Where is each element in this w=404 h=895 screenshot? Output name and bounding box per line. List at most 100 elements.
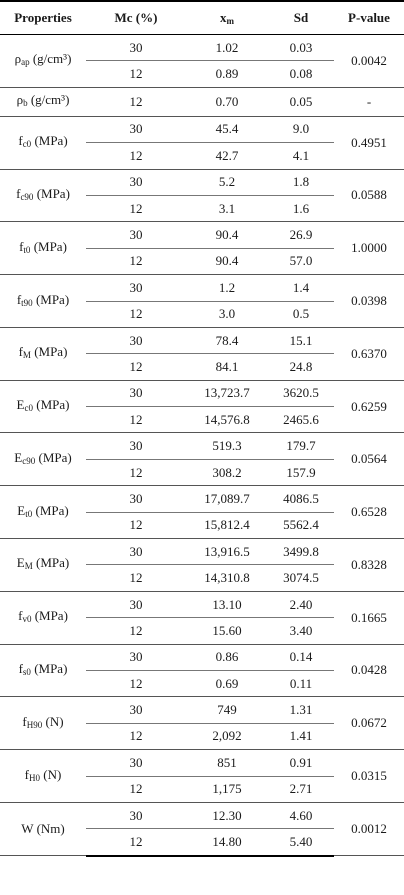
property-cell: fc0 (MPa) <box>0 116 86 170</box>
mean-cell: 17,089.7 <box>186 485 268 513</box>
table-row: fc0 (MPa) 30 45.4 9.0 0.4951 <box>0 116 404 170</box>
mean-cell: 5.2 <box>186 169 268 196</box>
property-cell: Ec90 (MPa) <box>0 432 86 487</box>
sd-cell: 24.8 <box>268 353 334 381</box>
mc-cell: 30 <box>86 802 186 830</box>
header-row: Properties Mc (%) xm Sd P-value <box>0 0 404 35</box>
mean-cell: 14,576.8 <box>186 406 268 434</box>
table-row: Ec90 (MPa) 30 519.3 179.7 0.0564 <box>0 432 404 487</box>
sd-cell: 5562.4 <box>268 512 334 540</box>
mean-cell: 13.10 <box>186 591 268 619</box>
sd-cell: 2.40 <box>268 591 334 619</box>
mean-cell: 308.2 <box>186 459 268 487</box>
mean-cell: 14,310.8 <box>186 564 268 592</box>
mc-cell: 30 <box>86 538 186 566</box>
mean-cell: 13,723.7 <box>186 380 268 408</box>
mean-cell: 12.30 <box>186 802 268 830</box>
header-mc: Mc (%) <box>86 0 186 35</box>
mean-cell: 3.0 <box>186 301 268 328</box>
table-row: 12 3.0 0.5 <box>0 301 404 328</box>
mc-cell: 12 <box>86 195 186 223</box>
sd-cell: 1.6 <box>268 195 334 223</box>
mc-cell: 12 <box>86 60 186 88</box>
mean-cell: 1.2 <box>186 274 268 302</box>
mean-cell: 2,092 <box>186 723 268 751</box>
pvalue-cell: 1.0000 <box>334 221 404 276</box>
mc-cell: 12 <box>86 142 186 170</box>
table-row: 12 0.89 0.08 <box>0 60 404 88</box>
mc-cell: 30 <box>86 591 186 619</box>
table-row: 12 14,310.8 3074.5 <box>0 564 404 592</box>
mc-cell: 30 <box>86 380 186 408</box>
sd-cell: 9.0 <box>268 116 334 144</box>
table-row: 12 1,175 2.71 <box>0 776 404 803</box>
table-row: 12 15,812.4 5562.4 <box>0 512 404 540</box>
property-cell: fM (MPa) <box>0 327 86 381</box>
sd-cell: 179.7 <box>268 432 334 460</box>
header-properties: Properties <box>0 0 86 35</box>
pvalue-cell: - <box>334 87 404 117</box>
mc-cell: 30 <box>86 749 186 777</box>
pvalue-cell: 0.0012 <box>334 802 404 857</box>
property-cell: ρap (g/cm³) <box>0 34 86 88</box>
mc-cell: 12 <box>86 248 186 276</box>
property-cell: Ec0 (MPa) <box>0 380 86 434</box>
mean-cell: 15,812.4 <box>186 512 268 540</box>
mean-cell: 0.69 <box>186 670 268 698</box>
sd-cell: 0.5 <box>268 301 334 328</box>
pvalue-cell: 0.0315 <box>334 749 404 803</box>
table-row: fH0 (N) 30 851 0.91 0.0315 <box>0 749 404 803</box>
table-row: 12 308.2 157.9 <box>0 459 404 487</box>
sd-cell: 1.31 <box>268 696 334 724</box>
table-body: ρap (g/cm³) 30 1.02 0.03 0.0042 12 0.89 0.08 ρb … <box>0 34 404 857</box>
sd-cell: 157.9 <box>268 459 334 487</box>
property-cell: EM (MPa) <box>0 538 86 592</box>
mc-cell: 30 <box>86 34 186 62</box>
table-row: ft0 (MPa) 30 90.4 26.9 1.0000 <box>0 221 404 276</box>
property-cell: ρb (g/cm³) <box>0 87 86 117</box>
table-row: fs0 (MPa) 30 0.86 0.14 0.0428 <box>0 644 404 698</box>
header-pvalue: P-value <box>334 0 404 35</box>
sd-cell: 0.05 <box>268 87 334 117</box>
pvalue-cell: 0.0672 <box>334 696 404 751</box>
mean-cell: 84.1 <box>186 353 268 381</box>
sd-cell: 0.14 <box>268 644 334 671</box>
mean-cell: 3.1 <box>186 195 268 223</box>
pvalue-cell: 0.0398 <box>334 274 404 328</box>
property-cell: ft90 (MPa) <box>0 274 86 328</box>
mean-cell: 13,916.5 <box>186 538 268 566</box>
pvalue-cell: 0.0588 <box>334 169 404 223</box>
property-cell: fc90 (MPa) <box>0 169 86 223</box>
mean-cell: 851 <box>186 749 268 777</box>
table-row: 12 14.80 5.40 <box>0 828 404 857</box>
mean-cell: 0.70 <box>186 87 268 117</box>
table-row: 12 0.69 0.11 <box>0 670 404 698</box>
sd-cell: 0.08 <box>268 60 334 88</box>
property-cell: fv0 (MPa) <box>0 591 86 645</box>
mc-cell: 30 <box>86 485 186 513</box>
table-row: 12 3.1 1.6 <box>0 195 404 223</box>
table-row: 12 84.1 24.8 <box>0 353 404 381</box>
mc-cell: 12 <box>86 617 186 645</box>
table-row: ft90 (MPa) 30 1.2 1.4 0.0398 <box>0 274 404 328</box>
property-cell: W (Nm) <box>0 802 86 857</box>
sd-cell: 15.1 <box>268 327 334 355</box>
sd-cell: 3074.5 <box>268 564 334 592</box>
table-row: Et0 (MPa) 30 17,089.7 4086.5 0.6528 <box>0 485 404 540</box>
table-row: fv0 (MPa) 30 13.10 2.40 0.1665 <box>0 591 404 645</box>
sd-cell: 4.1 <box>268 142 334 170</box>
mc-cell: 12 <box>86 564 186 592</box>
property-cell: fH0 (N) <box>0 749 86 803</box>
table-row: W (Nm) 30 12.30 4.60 0.0012 <box>0 802 404 857</box>
table-row: 12 14,576.8 2465.6 <box>0 406 404 434</box>
mean-cell: 90.4 <box>186 221 268 249</box>
header-sd: Sd <box>268 0 334 35</box>
mc-cell: 30 <box>86 221 186 249</box>
table-row: 12 42.7 4.1 <box>0 142 404 170</box>
property-cell: fH90 (N) <box>0 696 86 751</box>
property-cell: ft0 (MPa) <box>0 221 86 276</box>
mc-cell: 12 <box>86 353 186 381</box>
mean-cell: 749 <box>186 696 268 724</box>
mc-cell: 30 <box>86 644 186 671</box>
mc-cell: 12 <box>86 512 186 540</box>
